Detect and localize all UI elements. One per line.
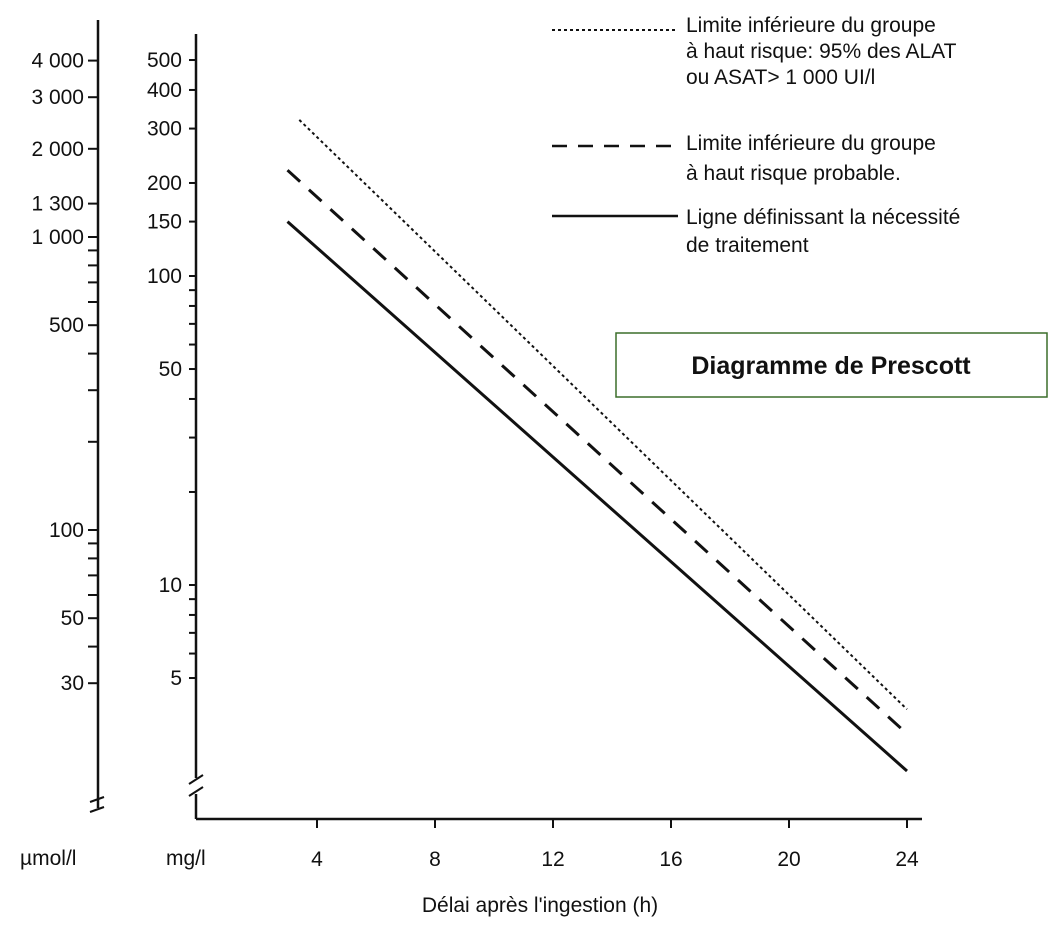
mg-tick-label: 200: [147, 172, 182, 195]
mg-tick-label: 5: [170, 667, 182, 690]
mg-ticks: 500 400 300 200 150 100 50 10 5: [147, 49, 196, 690]
legend-label-solid: Ligne définissant la nécessité de traite…: [686, 206, 966, 257]
x-axis: 4 8 12 16 20 24 Délai après l'ingestion (h): [196, 817, 922, 917]
mg-tick-label: 300: [147, 118, 182, 141]
mg-tick-label: 100: [147, 265, 182, 288]
legend-label-solid-line-2: de traitement: [686, 234, 809, 257]
x-tick-label: 24: [895, 848, 919, 871]
umol-tick-label: 50: [61, 607, 84, 630]
x-tick-label: 16: [659, 848, 682, 871]
umol-tick-label: 3 000: [31, 86, 84, 109]
umol-tick-label: 1 000: [31, 226, 84, 249]
series-line-solid: [286, 220, 908, 773]
x-tick-label: 8: [429, 848, 441, 871]
mg-tick-label: 10: [159, 574, 182, 597]
legend-label-dashed: Limite inférieure du groupe à haut risqu…: [686, 132, 942, 185]
legend: Limite inférieure du groupe à haut risqu…: [552, 14, 966, 257]
series-line-dashed: [286, 169, 909, 735]
x-tick-label: 4: [311, 848, 323, 871]
umol-unit-label: µmol/l: [20, 847, 76, 870]
legend-label-dotted-line-3: ou ASAT> 1 000 UI/l: [686, 66, 875, 89]
legend-label-dashed-line-2: à haut risque probable.: [686, 162, 901, 185]
umol-ticks: 4 000 3 000 2 000 1 300 1 000 500 100 50 30: [31, 50, 98, 695]
legend-label-dotted-line-1: Limite inférieure du groupe: [686, 14, 936, 37]
series-lines: [286, 119, 909, 773]
umol-tick-label: 4 000: [31, 50, 84, 73]
x-ticks: 4 8 12 16 20 24: [311, 819, 919, 871]
umol-tick-label: 30: [61, 672, 84, 695]
umol-tick-label: 500: [49, 314, 84, 337]
mg-tick-label: 50: [159, 358, 182, 381]
chart-title: Diagramme de Prescott: [691, 352, 971, 380]
legend-label-dashed-line-1: Limite inférieure du groupe: [686, 132, 936, 155]
legend-label-solid-line-1: Ligne définissant la nécessité: [686, 206, 960, 229]
legend-label-dotted-line-2: à haut risque: 95% des ALAT: [686, 40, 957, 63]
x-tick-label: 12: [541, 848, 564, 871]
umol-axis: 4 000 3 000 2 000 1 300 1 000 500 100 50 30 µmol…: [20, 20, 105, 870]
mg-unit-label: mg/l: [166, 847, 206, 870]
mg-tick-label: 150: [147, 211, 182, 234]
umol-tick-label: 1 300: [31, 193, 84, 216]
mg-tick-label: 400: [147, 79, 182, 102]
mg-axis: 500 400 300 200 150 100 50 10 5 mg/l: [147, 34, 206, 870]
umol-axis-break-1: [89, 796, 105, 803]
title-box-border: [615, 332, 1048, 398]
x-tick-label: 20: [777, 848, 800, 871]
mg-tick-label: 500: [147, 49, 182, 72]
mg-axis-break-1: [188, 774, 204, 785]
umol-tick-label: 100: [49, 519, 84, 542]
mg-axis-break-2: [188, 786, 204, 797]
legend-label-dotted: Limite inférieure du groupe à haut risqu…: [686, 14, 962, 89]
umol-tick-label: 2 000: [31, 138, 84, 161]
x-axis-label: Délai après l'ingestion (h): [422, 894, 658, 917]
umol-axis-break-2: [89, 806, 105, 813]
title-box: Diagramme de Prescott: [615, 332, 1048, 398]
